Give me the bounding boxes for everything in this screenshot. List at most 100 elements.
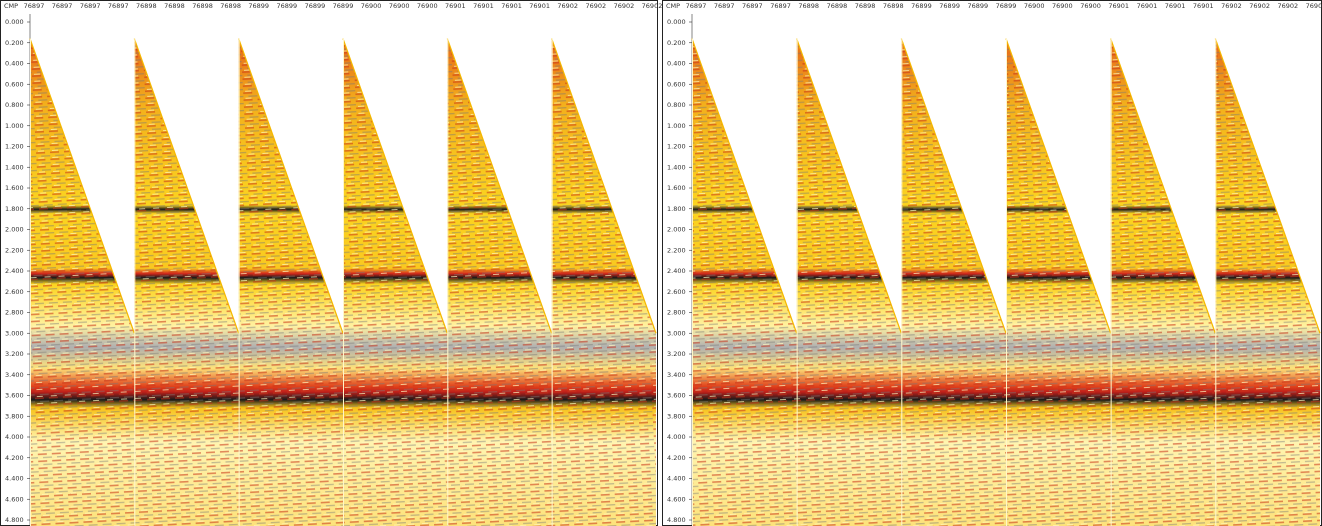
time-label: 3.600 — [667, 392, 686, 400]
gather-texture — [447, 38, 552, 526]
time-label: 3.600 — [5, 392, 24, 400]
time-label: 0.200 — [5, 39, 24, 47]
gather-texture — [1110, 38, 1216, 526]
time-label: 4.200 — [667, 454, 686, 462]
gather-texture — [1006, 38, 1111, 526]
time-label: 2.400 — [5, 267, 24, 275]
cmp-header-label: 76899 — [967, 2, 988, 10]
time-label: 4.400 — [5, 475, 24, 483]
cmp-header-label: 76898 — [855, 2, 876, 10]
time-label: 4.600 — [5, 495, 24, 503]
time-label: 1.400 — [667, 163, 686, 171]
cmp-header-label: 76899 — [305, 2, 326, 10]
time-label: 1.600 — [5, 184, 24, 192]
gather-panel: CMP 76897 76897 76897 76897 76898 76898 76898 76… — [0, 0, 663, 526]
gather-texture — [30, 38, 135, 526]
cmp-header-label: 76902 — [585, 2, 606, 10]
cmp-header-label: 76897 — [108, 2, 129, 10]
gather-edge — [1005, 38, 1112, 334]
gather-edge — [551, 38, 657, 334]
time-label: 2.800 — [667, 309, 686, 317]
time-label: 3.400 — [5, 371, 24, 379]
time-label: 1.600 — [667, 184, 686, 192]
cmp-header-label: 76900 — [1080, 2, 1101, 10]
cmp-header-label: 76898 — [164, 2, 185, 10]
cmp-header-label: 76900 — [417, 2, 438, 10]
gather-texture — [901, 38, 1006, 526]
time-label: 4.400 — [667, 475, 686, 483]
cmp-header-label: 76897 — [686, 2, 707, 10]
gather-panel: CMP 76897 76897 76897 76897 76898 76898 76898 76… — [662, 0, 1322, 526]
gather-edge — [1214, 38, 1321, 334]
cmp-header-label: 76902 — [1249, 2, 1270, 10]
cmp-header-label: 76897 — [742, 2, 763, 10]
time-label: 2.200 — [667, 246, 686, 254]
cmp-header-label: 76897 — [80, 2, 101, 10]
time-label: 0.000 — [667, 18, 686, 26]
cmp-header-label: 76901 — [1165, 2, 1186, 10]
time-label: 1.000 — [667, 122, 686, 130]
cmp-header-label: 76900 — [361, 2, 382, 10]
time-label: 0.200 — [667, 39, 686, 47]
time-label: 0.000 — [5, 18, 24, 26]
gather-edge — [900, 38, 1007, 334]
cmp-header-label: 76901 — [1193, 2, 1214, 10]
gather-edge — [796, 38, 902, 334]
cmp-header-label: 76898 — [220, 2, 241, 10]
time-label: 0.600 — [5, 80, 24, 88]
time-label: 4.600 — [667, 495, 686, 503]
cmp-label: CMP — [4, 2, 18, 10]
time-label: 4.200 — [5, 454, 24, 462]
time-label: 3.800 — [667, 412, 686, 420]
cmp-header-label: 76897 — [52, 2, 73, 10]
cmp-header-label: 76901 — [445, 2, 466, 10]
cmp-header-label: 76900 — [389, 2, 410, 10]
gather-texture — [238, 38, 343, 526]
cmp-header-label: 76897 — [24, 2, 45, 10]
cmp-header-label: 76902 — [642, 2, 663, 10]
cmp-header-label: 76902 — [1221, 2, 1242, 10]
time-label: 2.800 — [5, 309, 24, 317]
cmp-header-label: 76898 — [827, 2, 848, 10]
time-label: 0.800 — [667, 101, 686, 109]
time-label: 4.000 — [5, 433, 24, 441]
gather-edge — [446, 38, 553, 334]
cmp-header-label: 76900 — [1024, 2, 1045, 10]
gather-texture — [796, 38, 902, 526]
time-label: 1.200 — [667, 143, 686, 151]
cmp-header-label: 76900 — [1052, 2, 1073, 10]
gather-edge — [691, 38, 798, 334]
gather-edge — [1110, 38, 1216, 334]
gather-texture — [551, 38, 656, 526]
gather-texture — [1215, 38, 1320, 526]
cmp-header-label: 76898 — [136, 2, 157, 10]
cmp-header-label: 76902 — [614, 2, 635, 10]
cmp-header-label: 76902 — [1306, 2, 1322, 10]
time-label: 2.600 — [5, 288, 24, 296]
gather-texture — [692, 38, 797, 526]
time-label: 1.000 — [5, 122, 24, 130]
gather-edge — [133, 38, 240, 334]
cmp-header-label: 76899 — [911, 2, 932, 10]
time-label: 0.400 — [667, 60, 686, 68]
time-label: 0.800 — [5, 101, 24, 109]
time-label: 2.000 — [5, 226, 24, 234]
cmp-header-label: 76898 — [798, 2, 819, 10]
time-label: 3.400 — [667, 371, 686, 379]
time-label: 3.200 — [5, 350, 24, 358]
time-label: 2.000 — [667, 226, 686, 234]
cmp-header-label: 76899 — [333, 2, 354, 10]
cmp-header-label: 76898 — [192, 2, 213, 10]
gather-texture — [134, 38, 239, 526]
time-label: 0.600 — [667, 80, 686, 88]
cmp-header-label: 76897 — [714, 2, 735, 10]
cmp-header-label: 76899 — [939, 2, 960, 10]
time-label: 4.000 — [667, 433, 686, 441]
time-label: 1.200 — [5, 143, 24, 151]
time-label: 2.600 — [667, 288, 686, 296]
time-label: 4.800 — [5, 516, 24, 524]
cmp-header-label: 76902 — [557, 2, 578, 10]
cmp-header-label: 76901 — [1108, 2, 1129, 10]
time-label: 1.400 — [5, 163, 24, 171]
